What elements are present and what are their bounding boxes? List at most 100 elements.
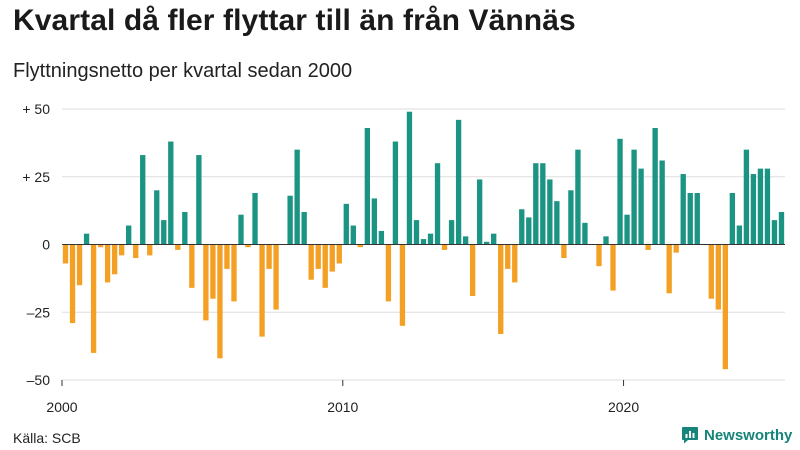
newsworthy-logo-icon bbox=[682, 427, 698, 444]
bar bbox=[385, 244, 392, 302]
bar bbox=[69, 244, 76, 324]
bar bbox=[512, 244, 518, 283]
bar bbox=[722, 244, 728, 370]
bar bbox=[687, 193, 693, 245]
bar bbox=[231, 244, 237, 302]
bar bbox=[603, 236, 609, 245]
x-tick-label: 2020 bbox=[608, 399, 639, 415]
brand-logo[interactable]: Newsworthy bbox=[681, 426, 792, 444]
bar bbox=[491, 233, 497, 245]
bar bbox=[203, 244, 209, 321]
bar bbox=[462, 236, 469, 245]
x-tick-label: 2000 bbox=[46, 399, 77, 415]
y-tick-label: –25 bbox=[27, 304, 51, 320]
bar bbox=[364, 127, 371, 245]
bar bbox=[533, 163, 539, 245]
bar bbox=[196, 155, 202, 245]
bar bbox=[245, 244, 251, 248]
bar bbox=[666, 244, 672, 294]
bar bbox=[680, 174, 686, 245]
bar bbox=[715, 244, 721, 310]
bar bbox=[519, 209, 525, 245]
bar bbox=[371, 198, 378, 245]
bar bbox=[210, 244, 216, 299]
bar bbox=[750, 174, 757, 245]
bar bbox=[778, 211, 785, 245]
bar bbox=[526, 217, 532, 245]
y-tick-label: –50 bbox=[27, 372, 51, 388]
bar bbox=[771, 220, 778, 245]
bar bbox=[736, 225, 743, 245]
bar bbox=[97, 244, 104, 248]
bar bbox=[455, 119, 462, 245]
bar bbox=[568, 190, 574, 245]
bar bbox=[76, 244, 83, 286]
y-axis-ticks: + 50 + 25 0 –25 –50 bbox=[22, 101, 50, 388]
bar bbox=[343, 203, 349, 245]
bar bbox=[645, 244, 651, 250]
bar bbox=[596, 244, 602, 267]
bar bbox=[336, 244, 342, 264]
bar bbox=[119, 244, 125, 256]
bar bbox=[540, 163, 546, 245]
bar bbox=[743, 149, 750, 245]
bars bbox=[62, 111, 785, 370]
bar bbox=[420, 239, 427, 245]
bar bbox=[147, 244, 153, 256]
bar bbox=[168, 141, 174, 245]
bar bbox=[273, 244, 279, 310]
bar bbox=[624, 214, 630, 245]
bar bbox=[617, 138, 623, 245]
y-tick-label: + 25 bbox=[22, 169, 50, 185]
bar bbox=[238, 214, 244, 245]
bar bbox=[252, 193, 258, 245]
brand-name: Newsworthy bbox=[704, 426, 793, 444]
bar bbox=[427, 233, 434, 245]
bar bbox=[610, 244, 616, 291]
bar bbox=[575, 149, 581, 245]
bar bbox=[434, 163, 441, 245]
bar bbox=[582, 222, 588, 245]
bar bbox=[126, 225, 132, 245]
bar bbox=[399, 244, 406, 326]
bar bbox=[217, 244, 223, 359]
bar bbox=[561, 244, 567, 259]
bar bbox=[308, 244, 314, 280]
bar bbox=[484, 241, 490, 245]
bar bbox=[90, 244, 97, 353]
bar bbox=[259, 244, 265, 337]
bar bbox=[673, 244, 679, 253]
chart-subtitle: Flyttningsnetto per kvartal sedan 2000 bbox=[13, 60, 353, 82]
bar bbox=[554, 201, 560, 245]
bar bbox=[764, 168, 771, 245]
bar bbox=[62, 244, 69, 264]
bar bbox=[111, 244, 118, 275]
source-note: Källa: SCB bbox=[13, 430, 81, 446]
bar bbox=[547, 179, 553, 245]
bar bbox=[469, 244, 476, 296]
bar bbox=[189, 244, 195, 288]
bar bbox=[154, 190, 160, 245]
bar bbox=[357, 244, 363, 248]
chart-title: Kvartal då fler flyttar till än från Vän… bbox=[13, 4, 576, 37]
bar bbox=[441, 244, 448, 250]
bar bbox=[104, 244, 111, 283]
bar bbox=[406, 111, 413, 245]
bar bbox=[708, 244, 714, 299]
bar bbox=[392, 141, 399, 245]
y-tick-label: + 50 bbox=[22, 101, 50, 117]
bar bbox=[224, 244, 230, 269]
bar bbox=[757, 168, 764, 245]
bar bbox=[133, 244, 139, 259]
bar bbox=[175, 244, 181, 250]
bar bbox=[294, 149, 300, 245]
bar bbox=[83, 233, 90, 245]
bar bbox=[350, 225, 356, 245]
bar bbox=[182, 211, 188, 245]
x-axis-ticks: 2000 2010 2020 bbox=[46, 380, 639, 415]
bar bbox=[322, 244, 328, 288]
bar bbox=[266, 244, 272, 269]
bar bbox=[315, 244, 321, 269]
bar bbox=[498, 244, 504, 334]
bar bbox=[476, 179, 483, 245]
